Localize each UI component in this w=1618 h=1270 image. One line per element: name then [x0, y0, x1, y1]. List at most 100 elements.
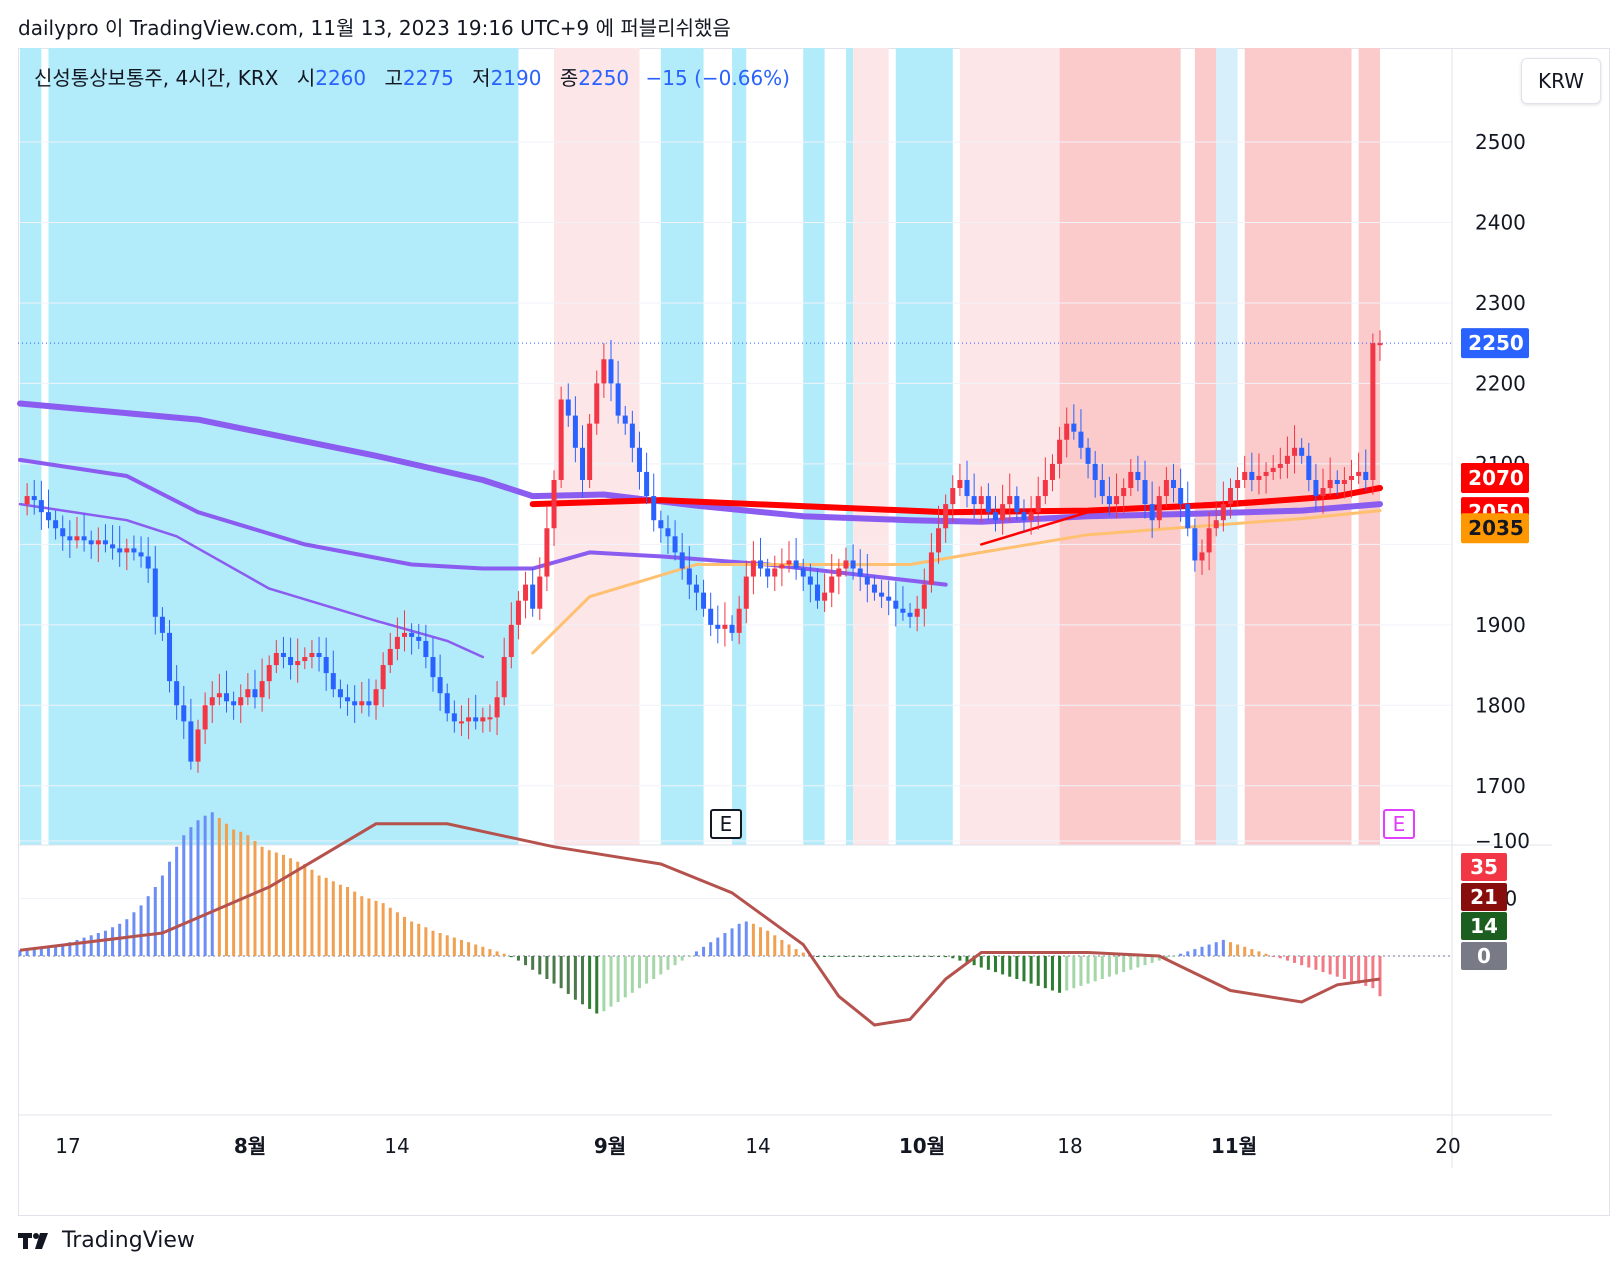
- candle-down: [1178, 488, 1184, 505]
- histogram-bar: [1186, 951, 1190, 956]
- candle-down: [886, 596, 892, 601]
- candle-down: [117, 548, 123, 553]
- candle-down: [615, 383, 621, 416]
- currency-button[interactable]: KRW: [1521, 58, 1601, 104]
- histogram-bar: [324, 877, 328, 956]
- time-axis-tick: 14: [745, 1134, 770, 1158]
- candle-down: [430, 657, 436, 678]
- candle-up: [124, 548, 130, 553]
- candle-down: [864, 576, 870, 585]
- price-axis-tick: 2400: [1475, 210, 1526, 234]
- candle-up: [24, 496, 30, 505]
- histogram-bar: [274, 852, 278, 956]
- candle-up: [373, 689, 379, 706]
- macd-badge-label: 0: [1477, 944, 1491, 968]
- candle-up: [1156, 496, 1162, 521]
- histogram-bar: [467, 942, 471, 956]
- background-bands: [20, 48, 1380, 845]
- background-band: [845, 48, 854, 845]
- histogram-bar: [602, 956, 606, 1012]
- histogram-bar: [680, 956, 684, 961]
- histogram-bar: [1164, 956, 1168, 959]
- high-value: 2275: [402, 66, 454, 90]
- price-axis-tick: 1800: [1475, 693, 1526, 717]
- candle-up: [1235, 479, 1241, 489]
- macd-badge: [1461, 942, 1507, 970]
- candle-down: [715, 624, 721, 629]
- histogram-bar: [445, 935, 449, 956]
- symbol-legend: 신성통상보통주, 4시간, KRX 시2260 고2275 저2190 종225…: [34, 62, 790, 91]
- ma-line-ma2: [18, 457, 948, 587]
- candle-down: [800, 568, 806, 577]
- candle-down: [345, 697, 351, 702]
- candle-up: [914, 608, 920, 617]
- histogram-bar: [146, 896, 150, 956]
- candle-up: [195, 729, 201, 762]
- candle-down: [416, 636, 422, 641]
- background-band: [1358, 48, 1380, 845]
- histogram-bar: [353, 891, 357, 956]
- candle-up: [202, 705, 208, 730]
- histogram-bar: [267, 850, 271, 956]
- histogram-bar: [495, 951, 499, 956]
- histogram-bar: [75, 939, 79, 956]
- candle-up: [266, 665, 272, 682]
- candle-down: [181, 705, 187, 722]
- histogram-bar: [417, 923, 421, 956]
- brand-name: TradingView: [62, 1228, 195, 1253]
- candle-down: [530, 584, 536, 609]
- candle-down: [665, 528, 671, 537]
- histogram-bar: [538, 956, 542, 975]
- candle-up: [1064, 423, 1070, 440]
- histogram-bar: [1236, 944, 1240, 956]
- histogram-bar: [865, 956, 869, 957]
- candle-up: [1114, 496, 1120, 505]
- candle-up: [1213, 520, 1219, 529]
- candle-up: [722, 624, 728, 629]
- histogram-bar: [96, 933, 100, 956]
- candle-down: [907, 612, 913, 617]
- histogram-bar: [1364, 956, 1368, 986]
- price-badge: [1461, 328, 1529, 359]
- candle-down: [1171, 479, 1177, 489]
- histogram-bar: [979, 956, 983, 968]
- candle-down: [679, 552, 685, 569]
- candle-up: [1284, 455, 1290, 464]
- candle-down: [971, 496, 977, 505]
- candle-up: [1028, 512, 1034, 521]
- histogram-bar: [118, 923, 122, 956]
- macd-badge-label: 14: [1470, 914, 1498, 938]
- candle-up: [779, 564, 785, 569]
- histogram-bar: [1371, 956, 1375, 989]
- candle-up: [359, 701, 365, 706]
- candle-down: [622, 415, 628, 424]
- open-value: 2260: [315, 66, 367, 90]
- histogram-bar: [894, 956, 898, 957]
- candle-up: [928, 552, 934, 585]
- open-label: 시: [296, 66, 316, 90]
- histogram-bar: [438, 933, 442, 956]
- candle-down: [1185, 504, 1191, 529]
- histogram-bar: [1285, 956, 1289, 961]
- histogram-bar: [160, 875, 164, 956]
- footer-brand[interactable]: TradingView: [18, 1228, 195, 1253]
- histogram-bar: [1342, 956, 1346, 979]
- histogram-bar: [1043, 956, 1047, 989]
- candle-down: [451, 713, 457, 722]
- histogram-bar: [965, 956, 969, 963]
- time-axis-tick: 14: [384, 1134, 409, 1158]
- histogram-bar: [139, 905, 143, 956]
- candle-up: [1377, 343, 1383, 346]
- background-band: [853, 48, 889, 845]
- candle-down: [1085, 447, 1091, 464]
- histogram-bar: [289, 858, 293, 956]
- tradingview-logo-icon: [18, 1232, 48, 1249]
- ma-line-ma1: [17, 400, 1383, 525]
- histogram-bar: [1179, 953, 1183, 956]
- candle-up: [1007, 496, 1013, 505]
- histogram-bar: [1257, 951, 1261, 956]
- candle-down: [473, 717, 479, 722]
- candle-up: [921, 584, 927, 609]
- histogram-bar: [723, 933, 727, 956]
